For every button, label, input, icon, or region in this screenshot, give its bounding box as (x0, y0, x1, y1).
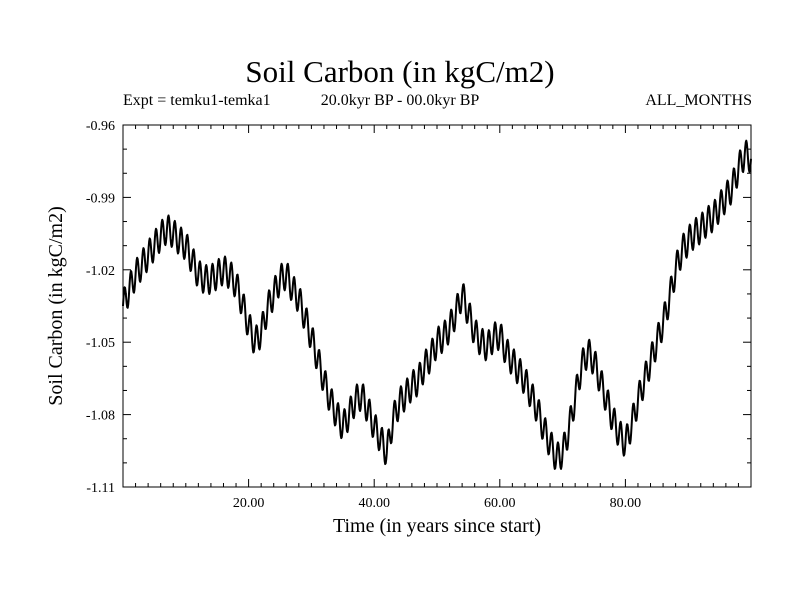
y-tick-label: -0.96 (86, 119, 115, 134)
y-tick-label: -1.05 (86, 336, 115, 351)
x-axis-title: Time (in years since start) (333, 515, 541, 537)
plot-frame (122, 124, 752, 488)
y-axis-title: Soil Carbon (in kgC/m2) (45, 206, 67, 405)
experiment-label: Expt = temku1-temka1 (123, 92, 271, 109)
x-tick-label: 80.00 (610, 496, 642, 511)
series-line (122, 139, 752, 470)
time-range-label: 20.0kyr BP - 00.0kyr BP (320, 92, 480, 109)
months-label: ALL_MONTHS (645, 92, 752, 109)
y-tick-label: -1.02 (86, 264, 115, 279)
x-tick-label: 60.00 (484, 496, 516, 511)
x-tick-label: 20.00 (233, 496, 265, 511)
y-tick-label: -0.99 (86, 191, 115, 206)
y-tick-label: -1.08 (86, 409, 115, 424)
x-tick-label: 40.00 (358, 496, 390, 511)
y-tick-label: -1.11 (86, 481, 115, 496)
chart-title: Soil Carbon (in kgC/m2) (245, 54, 555, 89)
